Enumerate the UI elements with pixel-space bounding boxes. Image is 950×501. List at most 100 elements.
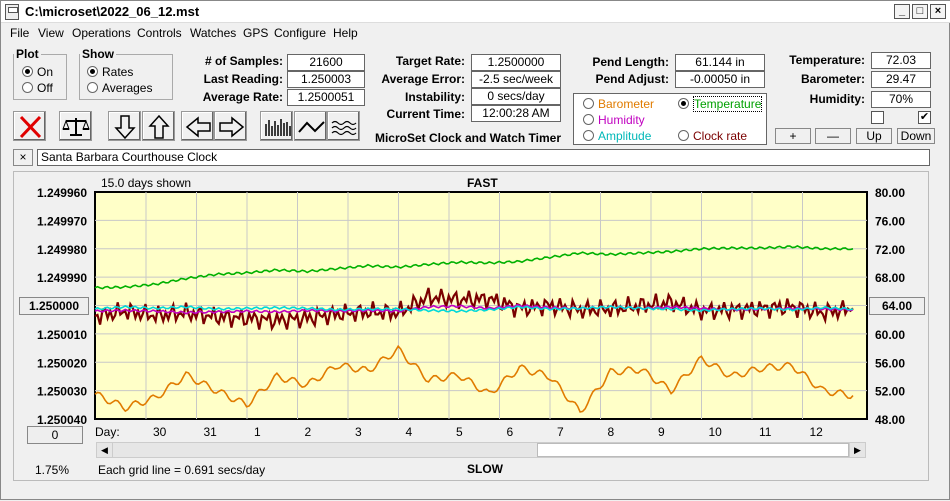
menu-help[interactable]: Help: [333, 26, 358, 40]
wave-graph-button[interactable]: [327, 111, 360, 141]
app-icon: [5, 4, 19, 20]
average-rate-label: Average Rate:: [202, 90, 283, 104]
environment-checkbox-1[interactable]: [871, 111, 884, 124]
pend-length-field[interactable]: 61.144 in: [675, 54, 765, 71]
maximize-button[interactable]: □: [912, 4, 928, 19]
menu-configure[interactable]: Configure: [274, 26, 327, 40]
samples-label: # of Samples:: [204, 54, 283, 68]
scroll-left-icon[interactable]: ◀: [97, 443, 113, 457]
y-left-tick-label: 1.249990: [37, 271, 87, 285]
temperature-label: Temperature:: [789, 53, 865, 67]
clock-rate-option-label: Clock rate: [693, 129, 748, 143]
x-tick-label: 6: [507, 425, 514, 439]
show-averages-radio[interactable]: Averages: [87, 81, 152, 95]
menu-watches[interactable]: Watches: [190, 26, 237, 40]
series-line-2: [94, 344, 854, 413]
arrow-right-icon: [219, 116, 245, 138]
x-tick-label: 8: [608, 425, 615, 439]
barometer-radio[interactable]: Barometer: [583, 97, 654, 111]
app-subtitle: MicroSet Clock and Watch Timer: [374, 131, 562, 145]
target-rate-field[interactable]: 1.2500000: [471, 54, 561, 71]
y-left-tick-label: 1.249970: [37, 214, 87, 228]
y-left-tick-label: 1.250010: [37, 328, 87, 342]
arrow-left-icon: [185, 116, 211, 138]
line-graph-button[interactable]: [294, 111, 327, 141]
menu-operations[interactable]: Operations: [72, 26, 131, 40]
menu-view[interactable]: View: [38, 26, 64, 40]
y-left-tick-label: 1.250020: [37, 356, 87, 370]
x-tick-label: 7: [557, 425, 564, 439]
scroll-thumb[interactable]: [537, 443, 849, 457]
scale-up-button[interactable]: Up: [856, 128, 892, 144]
plot-on-radio[interactable]: On: [22, 65, 53, 79]
x-tick-label: 30: [153, 425, 167, 439]
amplitude-radio[interactable]: Amplitude: [583, 129, 651, 143]
menu-controls[interactable]: Controls: [137, 26, 182, 40]
temperature-radio[interactable]: Temperature: [678, 96, 763, 112]
environment-checkbox-2[interactable]: ✔: [918, 111, 931, 124]
bar-graph-button[interactable]: [260, 111, 293, 141]
last-reading-field: 1.250003: [287, 71, 365, 88]
stop-button[interactable]: [13, 111, 46, 141]
up-arrow-button[interactable]: [142, 111, 175, 141]
menu-gps[interactable]: GPS: [243, 26, 269, 40]
x-tick-label: 9: [658, 425, 665, 439]
close-button[interactable]: ×: [930, 4, 946, 19]
scroll-right-icon[interactable]: ▶: [849, 443, 865, 457]
y-right-tick-label: 76.00: [875, 214, 905, 228]
slow-label: SLOW: [467, 462, 503, 476]
clock-rate-radio[interactable]: Clock rate: [678, 129, 747, 143]
temperature-option-label: Temperature: [693, 96, 763, 112]
clock-name-field[interactable]: Santa Barbara Courthouse Clock: [37, 149, 930, 166]
scale-down-button[interactable]: Down: [897, 128, 935, 144]
clear-name-button[interactable]: ×: [13, 149, 33, 166]
instability-label: Instability:: [404, 90, 465, 104]
amplitude-option-label: Amplitude: [598, 129, 652, 143]
y-right-tick-label: 52.00: [875, 385, 905, 399]
current-time-field: 12:00:28 AM: [471, 105, 561, 122]
temperature-field: 72.03: [871, 52, 931, 69]
scale-minus-button[interactable]: —: [815, 128, 851, 144]
last-reading-label: Last Reading:: [203, 72, 283, 86]
menu-file[interactable]: File: [10, 26, 30, 40]
title-bar: C:\microset\2022_06_12.mst _ □ ×: [1, 1, 950, 23]
plot-group: Plot: [13, 47, 67, 100]
x-tick-label: 3: [355, 425, 362, 439]
graph-select-box: [573, 93, 767, 145]
show-group: Show: [79, 47, 173, 100]
y-left-tick-label: 1.249980: [37, 243, 87, 257]
barometer-label: Barometer:: [800, 72, 865, 86]
y-right-tick-label: 80.00: [875, 186, 905, 200]
chart-panel: [13, 171, 929, 481]
scale-plus-button[interactable]: +: [775, 128, 811, 144]
center-scale-button[interactable]: 64.00: [869, 297, 925, 315]
x-icon: [19, 115, 42, 139]
menu-bar: File View Operations Controls Watches GP…: [1, 23, 950, 43]
current-time-label: Current Time:: [386, 107, 465, 121]
x-tick-label: 2: [305, 425, 312, 439]
minimize-button[interactable]: _: [894, 4, 910, 19]
plot-group-title: Plot: [16, 47, 39, 61]
series-line-4: [94, 304, 854, 313]
zero-button[interactable]: 0: [27, 426, 83, 444]
humidity-field: 70%: [871, 91, 931, 108]
average-error-field: -2.5 sec/week: [471, 71, 561, 88]
down-arrow-button[interactable]: [108, 111, 141, 141]
right-arrow-button[interactable]: [214, 111, 247, 141]
pend-length-label: Pend Length:: [592, 55, 669, 69]
show-rates-radio[interactable]: Rates: [87, 65, 133, 79]
balance-button[interactable]: [59, 111, 92, 141]
arrow-down-icon: [114, 115, 136, 140]
target-rate-label: Target Rate:: [395, 54, 465, 68]
left-arrow-button[interactable]: [181, 111, 214, 141]
plot-off-radio[interactable]: Off: [22, 81, 53, 95]
time-scrollbar[interactable]: ◀ ▶: [96, 442, 866, 458]
day-axis-label: Day:: [95, 425, 120, 439]
days-shown-label: 15.0 days shown: [101, 176, 192, 190]
humidity-option-label: Humidity: [598, 113, 645, 127]
window-title: C:\microset\2022_06_12.mst: [25, 4, 200, 19]
humidity-radio[interactable]: Humidity: [583, 113, 645, 127]
center-rate-button[interactable]: 1.250000: [19, 297, 89, 315]
